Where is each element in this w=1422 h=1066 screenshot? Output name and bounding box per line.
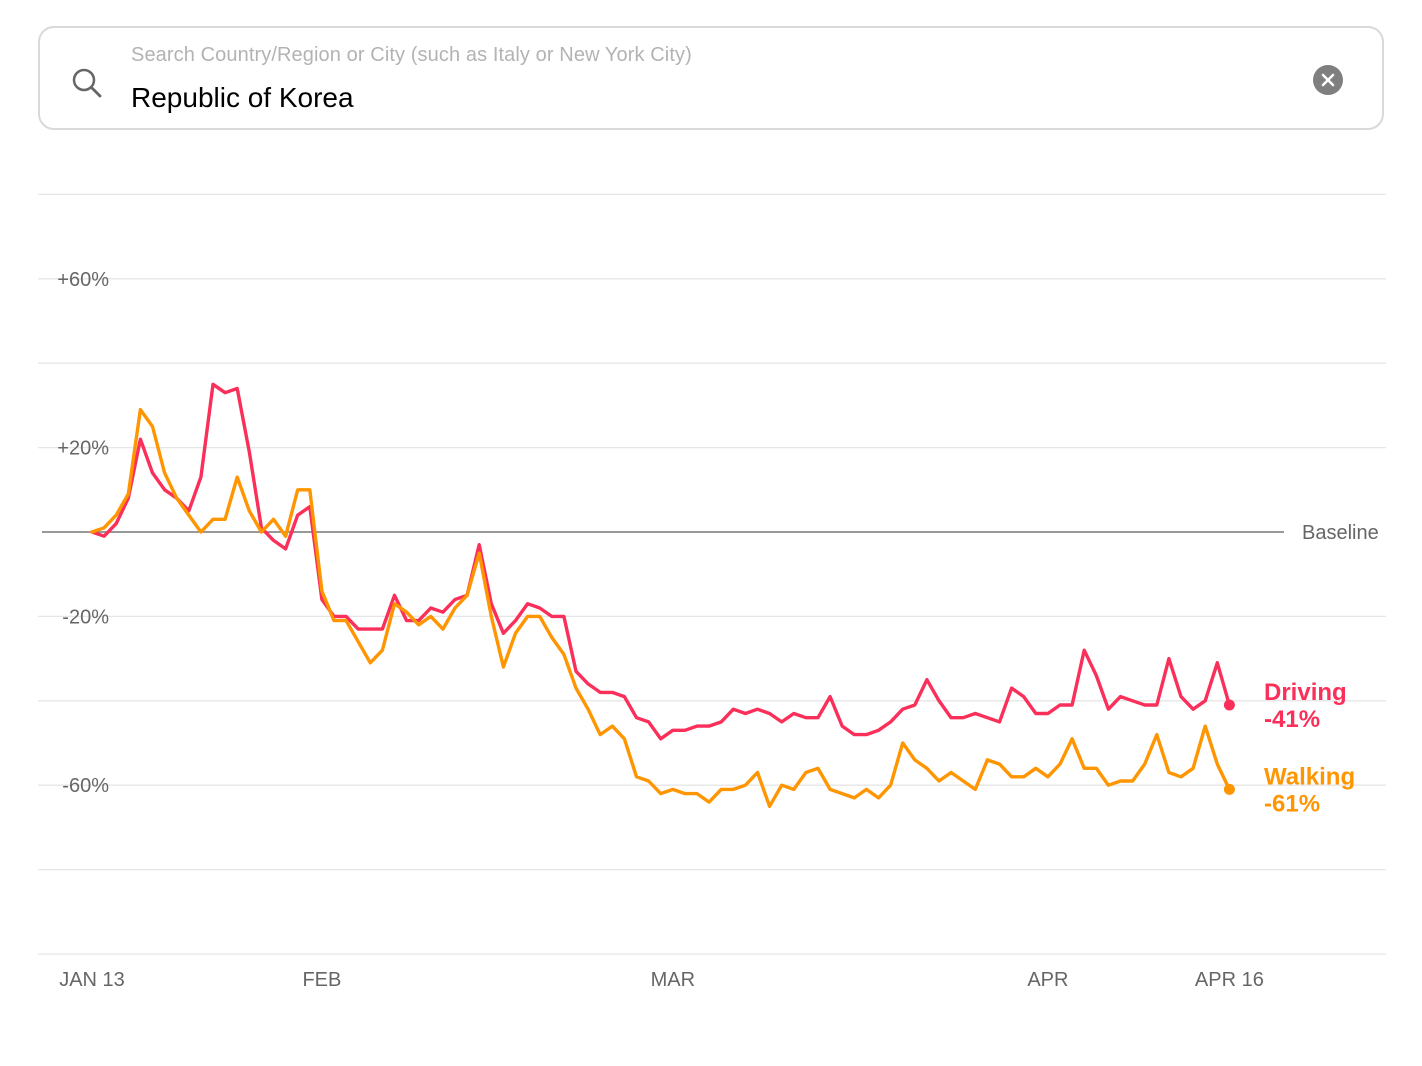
search-icon — [72, 68, 102, 98]
y-tick-label: -20% — [62, 606, 109, 628]
x-tick-label: JAN 13 — [59, 969, 125, 991]
driving-value-label: -41% — [1264, 706, 1320, 733]
search-input[interactable]: Republic of Korea — [131, 82, 354, 113]
walking-name-label: Walking — [1264, 763, 1355, 790]
x-tick-label: APR — [1027, 969, 1068, 991]
x-tick-label: MAR — [651, 969, 695, 991]
x-tick-label: FEB — [302, 969, 341, 991]
driving-name-label: Driving — [1264, 679, 1347, 706]
y-tick-label: -60% — [62, 775, 109, 797]
y-tick-label: +20% — [57, 438, 109, 460]
clear-icon[interactable] — [1312, 64, 1344, 96]
search-placeholder: Search Country/Region or City (such as I… — [131, 44, 692, 66]
x-tick-label: APR 16 — [1195, 969, 1264, 991]
driving-end-point — [1223, 699, 1235, 711]
walking-value-label: -61% — [1264, 790, 1320, 817]
walking-series-line — [90, 407, 1232, 808]
driving-series-line — [90, 382, 1232, 741]
y-tick-label: +60% — [57, 269, 109, 291]
baseline-label: Baseline — [1302, 522, 1379, 544]
walking-end-point — [1223, 783, 1235, 795]
search-field[interactable]: Search Country/Region or City (such as I… — [38, 26, 1384, 130]
